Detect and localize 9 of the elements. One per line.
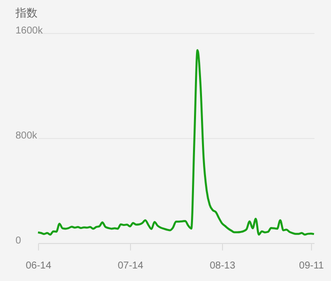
y-axis-title: 指数 xyxy=(14,6,38,20)
x-tick-label: 09-11 xyxy=(299,260,324,272)
line-series xyxy=(37,49,315,236)
y-tick-label: 800k xyxy=(16,130,38,142)
x-tick-label: 06-14 xyxy=(26,260,52,272)
y-tick-label: 1600k xyxy=(16,26,44,36)
x-tick-label: 07-14 xyxy=(118,260,144,272)
y-tick-label: 0 xyxy=(16,236,22,246)
x-tick-label: 08-13 xyxy=(210,260,236,272)
